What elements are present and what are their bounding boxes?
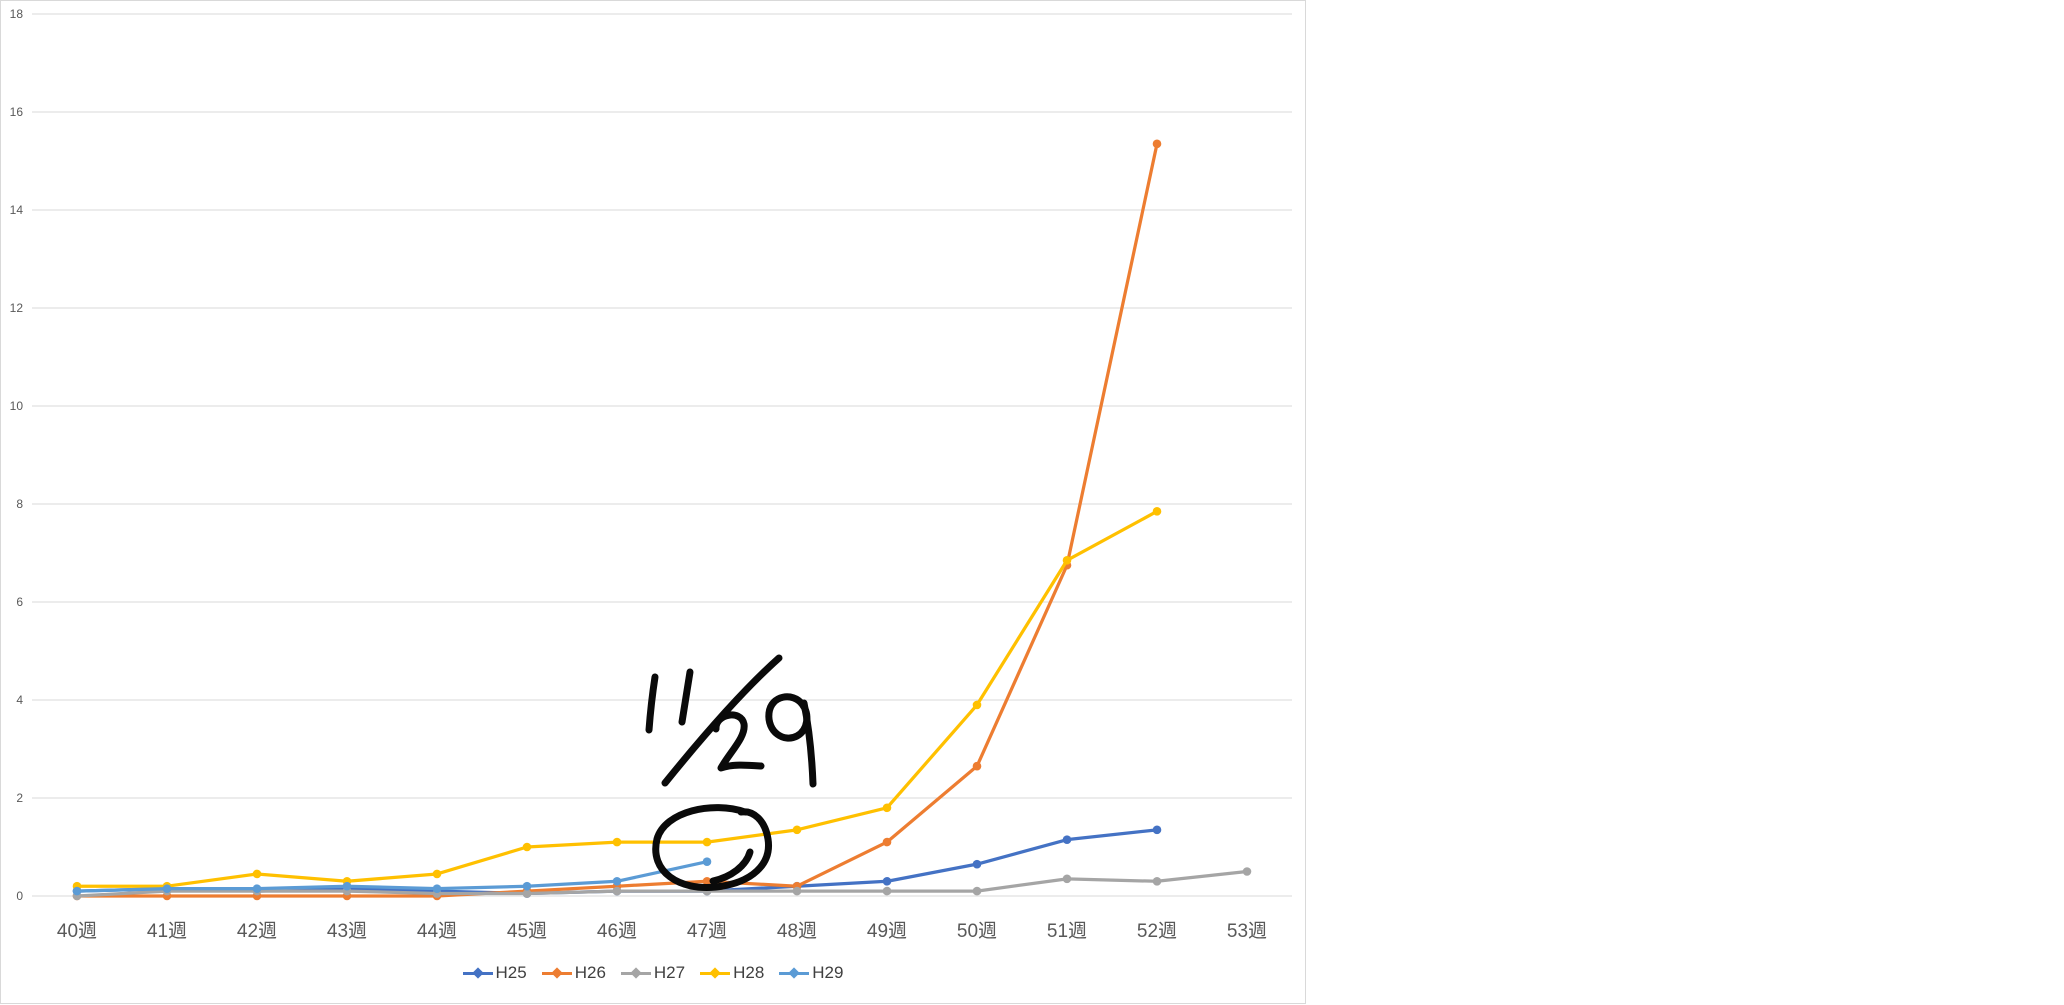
y-tick-label: 4	[16, 693, 23, 707]
series-line-H26	[75, 142, 1159, 898]
x-tick-label: 52週	[1137, 920, 1177, 942]
data-point-H25	[882, 877, 892, 886]
data-point-H26	[702, 877, 712, 886]
data-point-H29	[72, 886, 82, 896]
legend-item-H28: H28	[700, 963, 764, 983]
x-tick-label: 48週	[777, 920, 817, 942]
x-axis-tick-labels: 40週 41週 42週 43週 44週 45週 46週 47週 48週 49週 50週 51週 52週 5…	[57, 920, 1267, 942]
data-point-H29	[612, 877, 622, 886]
y-tick-label: 0	[16, 889, 23, 903]
data-point-H29	[252, 884, 262, 893]
x-tick-label: 47週	[687, 920, 727, 942]
legend-label-H29: H29	[812, 963, 844, 982]
series-H29	[72, 857, 712, 896]
x-tick-label: 46週	[597, 920, 637, 942]
data-point-H28	[612, 837, 622, 847]
legend-label-H28: H28	[733, 963, 765, 982]
series-line-H29	[75, 860, 709, 893]
data-point-H25	[1152, 825, 1162, 835]
legend-marker-H28	[700, 967, 731, 979]
data-point-H28	[972, 700, 982, 710]
x-tick-label: 44週	[417, 920, 457, 942]
x-tick-label: 51週	[1047, 920, 1087, 942]
data-point-H27	[1062, 874, 1072, 884]
data-point-H28	[432, 869, 442, 879]
x-tick-label: 40週	[57, 920, 97, 942]
data-point-H27	[792, 886, 802, 896]
data-point-H29	[162, 884, 172, 893]
data-point-H29	[522, 881, 532, 891]
data-point-H28	[1062, 556, 1072, 565]
legend-item-H29: H29	[779, 963, 843, 983]
data-point-H27	[972, 886, 982, 896]
data-point-H26	[1152, 139, 1162, 149]
data-point-H27	[522, 889, 532, 898]
legend-marker-H27	[620, 967, 651, 979]
data-point-H28	[702, 837, 712, 847]
y-tick-label: 12	[10, 301, 24, 315]
y-tick-label: 6	[16, 595, 23, 609]
series-H28	[72, 507, 1162, 891]
data-point-H29	[342, 881, 352, 891]
y-tick-label: 16	[10, 105, 24, 119]
y-tick-label: 8	[16, 497, 23, 511]
series-H26	[72, 139, 1162, 901]
data-point-H26	[972, 761, 982, 771]
legend-label-H26: H26	[574, 963, 606, 982]
gridlines	[32, 13, 1292, 897]
y-tick-label: 14	[10, 203, 24, 217]
x-tick-label: 45週	[507, 920, 547, 942]
data-point-H25	[1062, 835, 1072, 844]
handwritten-annotation	[645, 654, 817, 892]
legend-label-H25: H25	[495, 963, 527, 982]
x-tick-label: 43週	[327, 920, 367, 942]
x-tick-label: 53週	[1227, 920, 1267, 942]
data-point-H28	[252, 869, 262, 879]
x-tick-label: 41週	[147, 920, 187, 942]
data-point-H29	[432, 884, 442, 893]
y-tick-label: 10	[10, 399, 24, 413]
data-point-H26	[882, 837, 892, 847]
data-point-H28	[882, 803, 892, 813]
data-point-H28	[1152, 507, 1162, 516]
data-point-H27	[1152, 877, 1162, 886]
data-point-H28	[792, 825, 802, 835]
series-line-H28	[75, 509, 1159, 888]
legend-item-H26: H26	[541, 963, 606, 983]
x-tick-label: 50週	[957, 920, 997, 942]
data-point-H27	[612, 886, 622, 896]
legend-marker-H25	[462, 967, 493, 979]
x-tick-label: 42週	[237, 920, 277, 942]
y-tick-label: 18	[10, 7, 24, 21]
chart-legend: H25 H26 H27 H28 H29	[1, 963, 1305, 983]
x-tick-label: 49週	[867, 920, 907, 942]
series-line-H27	[75, 869, 1249, 898]
legend-item-H27: H27	[620, 963, 686, 983]
data-point-H27	[1242, 867, 1252, 876]
y-tick-label: 2	[16, 791, 23, 805]
data-point-H25	[972, 859, 982, 869]
data-point-H28	[522, 842, 532, 852]
data-point-H29	[702, 857, 712, 866]
legend-marker-H29	[779, 967, 810, 979]
y-axis-tick-labels: 0 2 4 6 8 10 12 14 16 18	[10, 7, 24, 903]
chart-frame: 0 2 4 6 8 10 12 14 16 18 40週 41週 42週 43週 44週 45週 46週 47週 4…	[0, 0, 1306, 1004]
legend-label-H27: H27	[653, 963, 686, 982]
legend-item-H25: H25	[462, 963, 527, 983]
data-point-H27	[882, 886, 892, 896]
legend-marker-H26	[541, 967, 572, 979]
